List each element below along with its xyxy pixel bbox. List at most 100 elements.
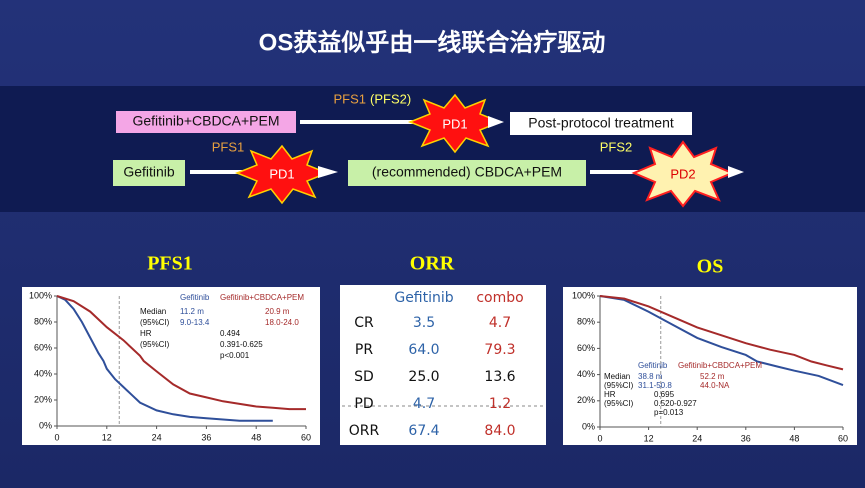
event: PD1 [442, 116, 467, 131]
burst [234, 144, 330, 205]
cell-value: 84.0 [484, 423, 515, 439]
legend-label: Gefitinib [180, 293, 210, 302]
column-header: Gefitinib [394, 290, 453, 306]
x-tick-label: 60 [301, 432, 311, 442]
y-tick-label: 100% [572, 290, 595, 300]
next-box [348, 160, 586, 186]
event: PD1 [269, 166, 294, 181]
row-label: PR [355, 342, 373, 358]
row-label: SD [354, 369, 374, 385]
legend-label: Gefitinib+CBDCA+PEM [220, 293, 304, 302]
x-tick-label: 24 [692, 433, 702, 443]
y-tick-label: 20% [577, 395, 595, 405]
stat-label: Median [604, 372, 630, 381]
arm2-box [113, 160, 185, 186]
stat-label: (95%CI) [604, 381, 634, 390]
stat-value: 11.2 m [180, 307, 204, 316]
y-tick-label: 60% [577, 343, 595, 353]
cell-value: 4.7 [489, 315, 511, 331]
table-title: ORR [410, 253, 455, 275]
table-panel [340, 285, 546, 445]
cell-value: 25.0 [408, 369, 439, 385]
chart-title: PFS1 [147, 253, 193, 275]
arm2: Gefitinib [123, 164, 175, 180]
x-tick-label: 0 [54, 432, 59, 442]
stat-value: 38.8 m [638, 372, 663, 381]
stat-label: HR [140, 329, 152, 338]
cell-value: 64.0 [408, 342, 439, 358]
x-tick-label: 60 [838, 433, 848, 443]
survival-curve [599, 295, 844, 387]
survival-curve [56, 295, 273, 422]
y-tick-label: 100% [29, 290, 52, 300]
cell-value: 13.6 [484, 369, 515, 385]
y-tick-label: 40% [34, 368, 52, 378]
x-tick-label: 48 [251, 432, 261, 442]
next: Post-protocol treatment [528, 115, 674, 131]
arm1: Gefitinib+CBDCA+PEM [132, 113, 279, 129]
legend-label: Gefitinib+CBDCA+PEM [678, 361, 762, 370]
arrow-head [318, 166, 338, 178]
y-tick-label: 20% [34, 394, 52, 404]
y-tick-label: 0% [39, 420, 52, 430]
column-header: combo [476, 290, 523, 306]
cell-value: 1.2 [489, 396, 511, 412]
stat-value: 18.0-24.0 [265, 318, 299, 327]
x-tick-label: 12 [102, 432, 112, 442]
y-tick-label: 60% [34, 342, 52, 352]
next-box [510, 112, 692, 135]
stat-value: 44.0-NA [700, 381, 730, 390]
arrow-head [728, 166, 744, 178]
x-tick-label: 48 [789, 433, 799, 443]
cell-value: 4.7 [413, 396, 435, 412]
interval: PFS2 [600, 139, 633, 154]
chart-title: OS [697, 256, 724, 278]
cell-value: 67.4 [408, 423, 439, 439]
interval: (PFS2) [370, 91, 411, 106]
stat-label: (95%CI) [140, 318, 170, 327]
slide-title: OS获益似乎由一线联合治疗驱动 [259, 28, 606, 56]
stat-label: HR [604, 390, 616, 399]
chart-panel [563, 287, 857, 445]
stat-value: 20.9 m [265, 307, 290, 316]
row-label: CR [354, 315, 374, 331]
arm1-box [116, 111, 296, 133]
stat-value: 0.391-0.625 [220, 340, 263, 349]
stat-value: 0.520-0.927 [654, 399, 697, 408]
stat-value: 0.494 [220, 329, 241, 338]
stat-label: Median [140, 307, 166, 316]
stat-value: 31.1-50.8 [638, 381, 672, 390]
x-tick-label: 0 [597, 433, 602, 443]
next: (recommended) CBDCA+PEM [372, 164, 562, 180]
y-tick-label: 80% [34, 316, 52, 326]
burst [407, 93, 503, 154]
x-tick-label: 36 [741, 433, 751, 443]
legend-label: Gefitinib [638, 361, 668, 370]
arrow-head [488, 116, 504, 128]
stat-value: 0.695 [654, 390, 675, 399]
stat-label: (95%CI) [604, 399, 634, 408]
survival-curve [599, 295, 844, 371]
y-tick-label: 80% [577, 317, 595, 327]
x-tick-label: 36 [201, 432, 211, 442]
stat-value: 9.0-13.4 [180, 318, 210, 327]
x-tick-label: 24 [152, 432, 162, 442]
stat-value: 52.2 m [700, 372, 725, 381]
interval: PFS1 [333, 91, 366, 106]
cell-value: 3.5 [413, 315, 435, 331]
y-tick-label: 40% [577, 369, 595, 379]
x-tick-label: 12 [644, 433, 654, 443]
row-label: PD [354, 396, 373, 412]
event: PD2 [670, 166, 695, 181]
interval: PFS1 [212, 139, 245, 154]
burst [631, 140, 735, 208]
chart-panel [22, 287, 320, 445]
row-label: ORR [349, 423, 380, 439]
stat-value: p=0.013 [654, 408, 684, 417]
survival-curve [56, 295, 306, 411]
stat-value: p<0.001 [220, 351, 250, 360]
y-tick-label: 0% [582, 421, 595, 431]
stat-label: (95%CI) [140, 340, 170, 349]
